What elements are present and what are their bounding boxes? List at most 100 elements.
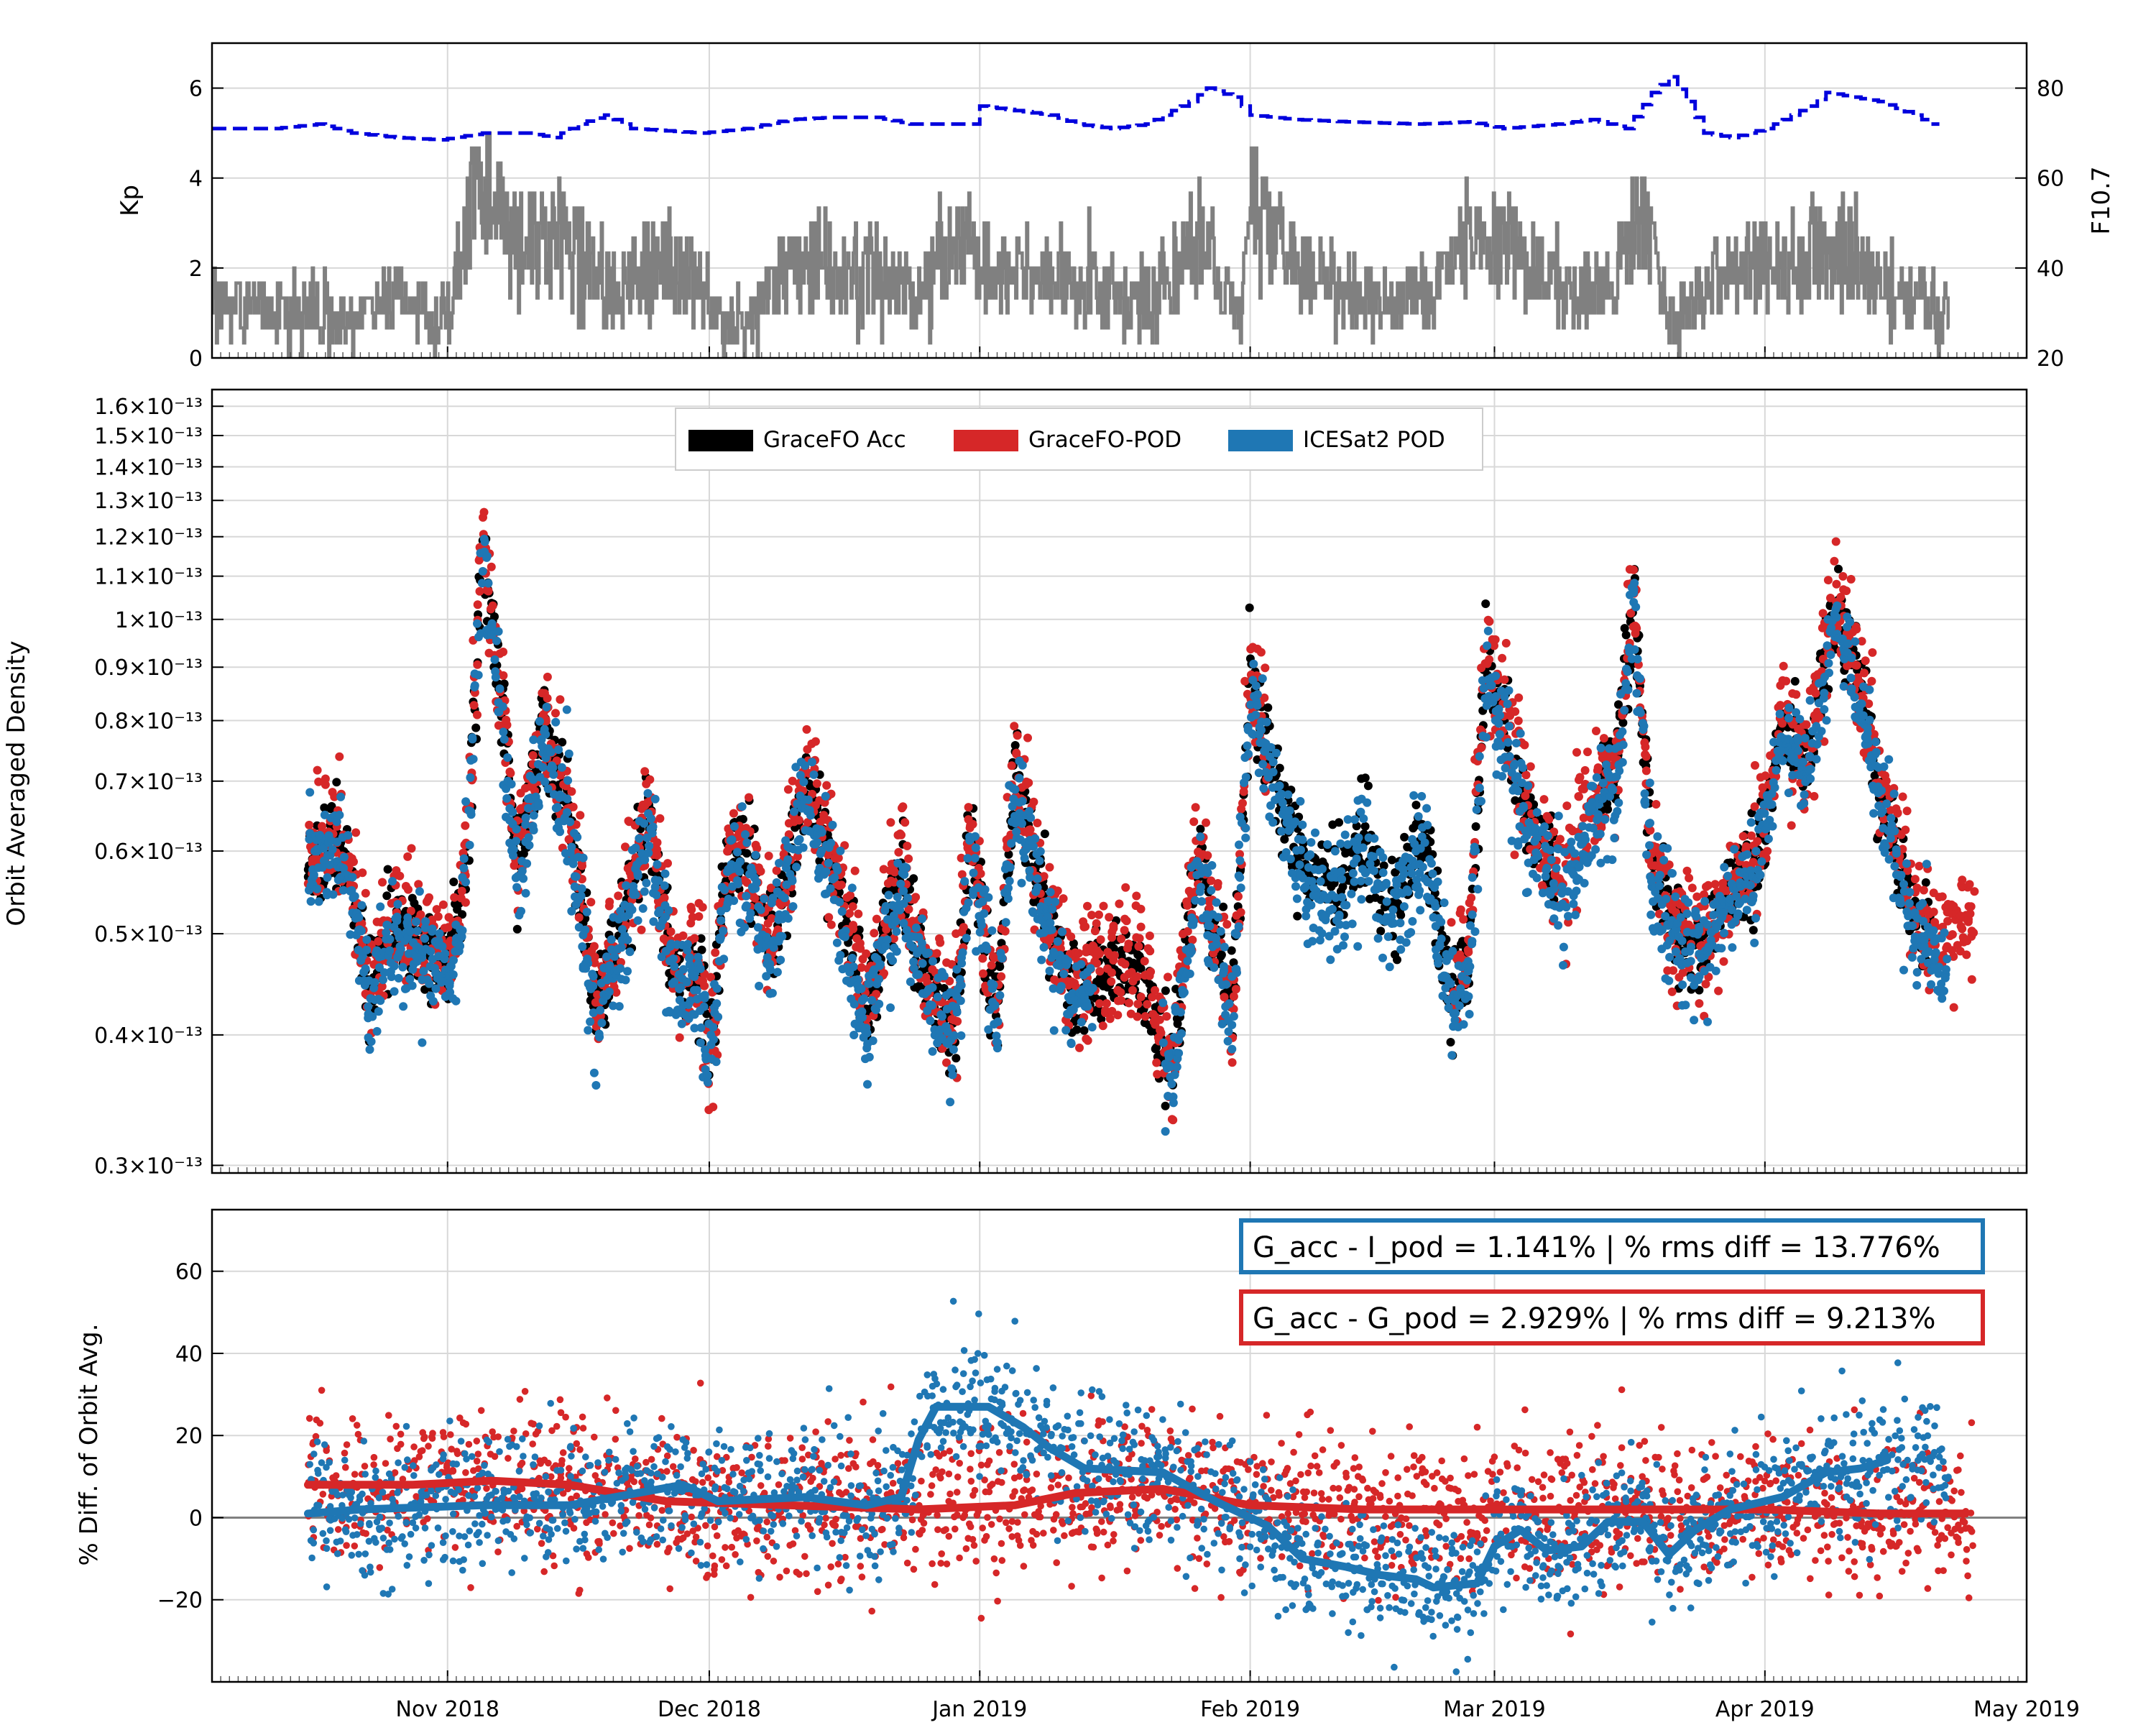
density-point xyxy=(768,893,778,903)
density-point xyxy=(1597,823,1606,832)
density-point xyxy=(640,767,650,776)
density-point xyxy=(1700,890,1708,899)
density-point xyxy=(338,886,348,895)
density-point xyxy=(1969,928,1978,937)
density-point xyxy=(1121,883,1130,892)
density-point xyxy=(670,978,679,987)
density-point xyxy=(848,902,857,911)
density-point xyxy=(675,1033,684,1042)
density-point xyxy=(1851,622,1861,631)
density-point xyxy=(696,1038,705,1047)
density-point xyxy=(776,955,786,965)
density-point xyxy=(742,901,751,910)
density-point xyxy=(1477,743,1486,753)
density-point xyxy=(742,849,752,858)
density-point xyxy=(709,1035,718,1044)
density-point xyxy=(487,622,497,631)
density-point xyxy=(441,949,450,958)
density-point xyxy=(1090,926,1100,936)
density-point xyxy=(1564,918,1573,927)
density-point xyxy=(1140,957,1149,966)
density-point xyxy=(1562,801,1572,811)
density-point xyxy=(1510,850,1519,860)
density-point xyxy=(362,945,372,954)
density-point xyxy=(1280,834,1289,844)
density-point xyxy=(1107,977,1116,986)
density-point xyxy=(490,655,499,664)
density-point xyxy=(1069,939,1078,948)
density-point xyxy=(1861,656,1870,666)
density-point xyxy=(890,878,899,887)
density-point xyxy=(576,891,586,901)
density-point xyxy=(428,997,438,1006)
density-point xyxy=(499,648,508,656)
density-point xyxy=(898,802,908,811)
density-point xyxy=(1815,712,1824,722)
density-point xyxy=(826,920,836,929)
density-point xyxy=(617,943,626,952)
density-point xyxy=(1763,847,1772,856)
density-point xyxy=(1075,1043,1084,1052)
density-point xyxy=(473,619,482,628)
density-point xyxy=(631,890,640,899)
density-point xyxy=(622,881,631,891)
density-point xyxy=(543,672,552,681)
density-point xyxy=(953,1017,962,1026)
density-point xyxy=(541,730,550,739)
density-point xyxy=(482,552,492,561)
density-point xyxy=(320,803,329,812)
density-point xyxy=(1810,791,1819,801)
density-point xyxy=(426,947,436,956)
density-point xyxy=(607,945,616,954)
density-point xyxy=(1024,778,1033,788)
density-point xyxy=(640,855,650,865)
density-point xyxy=(1901,825,1910,834)
density-point xyxy=(362,935,372,944)
density-point xyxy=(1704,880,1713,890)
density-point xyxy=(449,956,458,965)
density-point xyxy=(742,838,752,847)
density-point xyxy=(438,942,447,951)
density-point xyxy=(1823,576,1833,585)
density-point xyxy=(1544,815,1554,824)
density-point xyxy=(1189,817,1199,827)
density-point xyxy=(1004,850,1013,859)
density-point xyxy=(1263,703,1273,712)
density-point xyxy=(458,926,467,935)
density-point xyxy=(1133,972,1142,981)
density-point xyxy=(604,901,614,911)
density-point xyxy=(733,847,742,857)
density-point xyxy=(1820,737,1829,746)
density-point xyxy=(1213,882,1222,891)
density-point xyxy=(1498,653,1507,663)
density-point xyxy=(468,735,477,744)
density-point xyxy=(932,949,941,958)
density-point xyxy=(433,912,443,921)
density-point xyxy=(1191,803,1200,812)
density-point xyxy=(872,914,881,924)
density-point xyxy=(1860,668,1869,678)
density-point xyxy=(335,811,344,819)
density-point xyxy=(1511,707,1520,716)
density-point xyxy=(1776,701,1785,710)
density-point xyxy=(826,884,835,893)
density-point xyxy=(857,963,866,972)
density-point xyxy=(479,507,489,517)
density-point xyxy=(535,717,544,726)
density-point xyxy=(459,863,469,873)
density-point xyxy=(952,1054,961,1063)
density-point xyxy=(1626,609,1636,618)
density-point xyxy=(396,944,405,954)
density-point xyxy=(1169,1116,1178,1125)
density-point xyxy=(617,925,627,934)
density-point xyxy=(616,964,625,973)
density-point xyxy=(1275,763,1284,773)
density-point xyxy=(551,717,561,727)
density-point xyxy=(568,802,578,811)
kp-axis-title: Kp xyxy=(116,185,144,216)
density-point xyxy=(461,878,470,887)
density-point xyxy=(1164,972,1172,982)
density-point xyxy=(880,969,888,978)
density-point xyxy=(1912,883,1922,893)
